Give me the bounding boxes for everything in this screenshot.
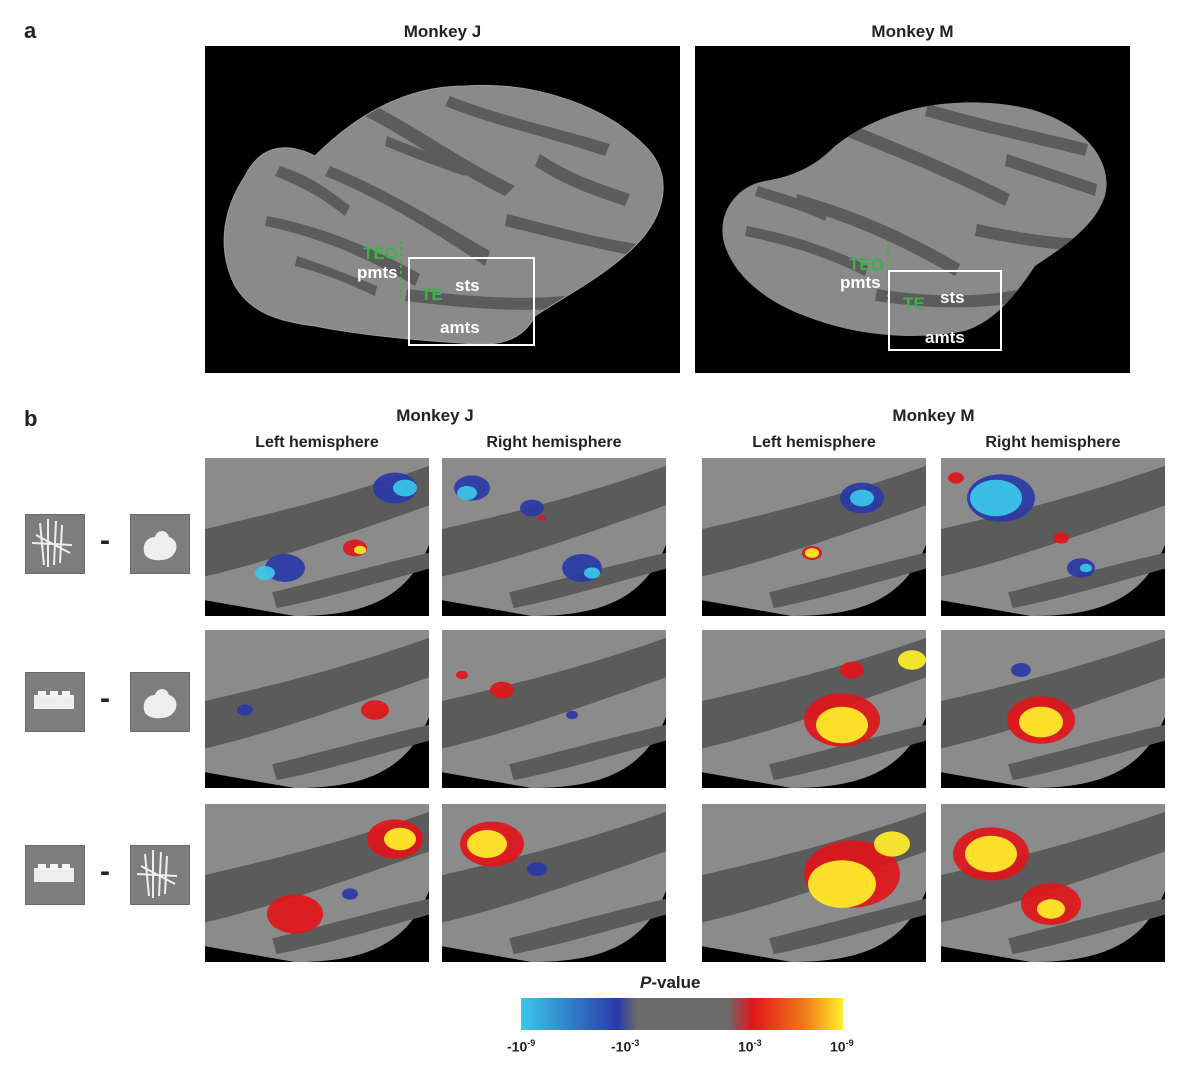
monkey-m-title-a: Monkey M <box>871 22 954 41</box>
monkey-j-right-contrast-1-map <box>442 458 666 616</box>
monkey-j-right-hemisphere-label: Right hemisphere <box>486 434 622 451</box>
monkey-m-right-hemisphere-label: Right hemisphere <box>985 434 1121 451</box>
monkey-j-title-a: Monkey J <box>403 22 482 41</box>
colorbar-tick-neg3: -10-3 <box>611 1038 640 1055</box>
monkey-j-teo-label: TEO <box>363 244 398 263</box>
monkey-m-teo-label: TEO <box>849 255 884 274</box>
contrast-1-minus: - <box>100 524 110 557</box>
monkey-m-left-contrast-1-map <box>702 458 926 616</box>
monkey-m-roi-box <box>888 270 1002 351</box>
monkey-j-right-contrast-3-map <box>442 804 666 962</box>
spiky-object-stimulus <box>25 514 85 574</box>
colorbar-title-italic: P <box>640 973 652 992</box>
monkey-j-brain-image <box>205 46 680 373</box>
monkey-j-pmts-label: pmts <box>357 263 398 282</box>
panel-a-letter: a <box>24 18 37 43</box>
monkey-j-title-b: Monkey J <box>396 406 474 425</box>
monkey-j-right-contrast-2-map <box>442 630 666 788</box>
monkey-m-left-contrast-2-map <box>702 630 926 788</box>
contrast-2-minus: - <box>100 682 110 715</box>
monkey-j-left-contrast-1-map <box>205 458 429 616</box>
contrast-3-minus: - <box>100 855 110 888</box>
colorbar-title-rest: -value <box>651 973 701 992</box>
colorbar-title: P-value <box>640 973 700 993</box>
panel-b-letter: b <box>24 406 38 431</box>
cubic-object-stimulus <box>25 672 85 732</box>
monkey-j-left-contrast-3-map <box>205 804 429 962</box>
monkey-m-te-label: TE <box>903 294 925 313</box>
monkey-m-right-contrast-2-map <box>941 630 1165 788</box>
monkey-j-amts-label: amts <box>440 318 480 337</box>
monkey-m-pmts-label: pmts <box>840 273 881 292</box>
monkey-j-sts-label: sts <box>455 276 480 295</box>
monkey-m-brain-image <box>695 46 1130 373</box>
colorbar <box>521 998 843 1030</box>
monkey-j-roi-box <box>408 257 535 346</box>
monkey-m-sts-label: sts <box>940 288 965 307</box>
blob-object-stimulus <box>130 514 190 574</box>
colorbar-tick-pos3: 10-3 <box>738 1038 762 1055</box>
monkey-m-right-contrast-3-map <box>941 804 1165 962</box>
monkey-j-left-hemisphere-label: Left hemisphere <box>255 434 379 451</box>
monkey-m-right-contrast-1-map <box>941 458 1165 616</box>
monkey-m-amts-label: amts <box>925 328 965 347</box>
monkey-j-left-contrast-2-map <box>205 630 429 788</box>
colorbar-tick-neg9: -10-9 <box>507 1038 536 1055</box>
monkey-j-te-label: TE <box>421 285 443 304</box>
cubic-object-stimulus <box>25 845 85 905</box>
monkey-m-left-contrast-3-map <box>702 804 926 962</box>
spiky-object-stimulus <box>130 845 190 905</box>
blob-object-stimulus <box>130 672 190 732</box>
colorbar-tick-pos9: 10-9 <box>830 1038 854 1055</box>
monkey-m-title-b: Monkey M <box>892 406 975 425</box>
monkey-m-left-hemisphere-label: Left hemisphere <box>752 434 876 451</box>
